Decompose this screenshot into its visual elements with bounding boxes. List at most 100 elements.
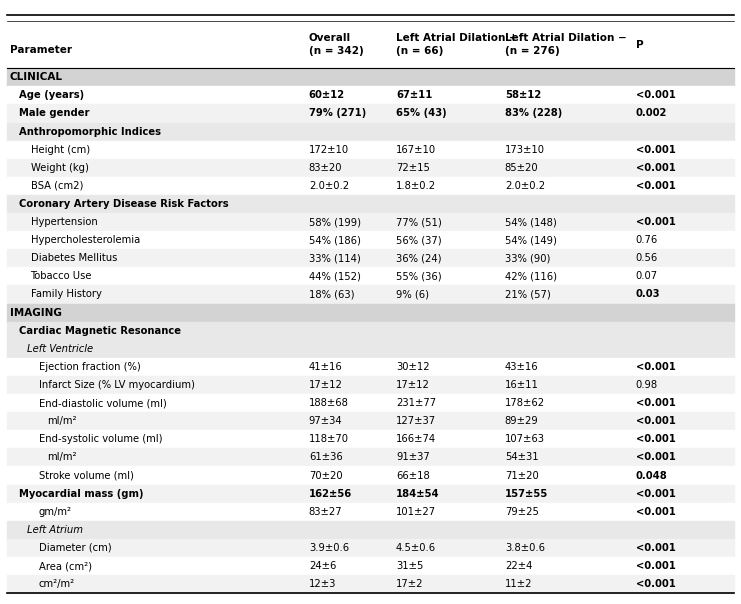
Text: 72±15: 72±15 xyxy=(396,162,430,173)
Text: IMAGING: IMAGING xyxy=(10,307,62,318)
Text: 97±34: 97±34 xyxy=(309,416,342,426)
Text: <0.001: <0.001 xyxy=(636,507,676,517)
Text: 43±16: 43±16 xyxy=(505,362,539,372)
Text: 127±37: 127±37 xyxy=(396,416,436,426)
Text: Tobacco Use: Tobacco Use xyxy=(30,271,92,281)
Text: <0.001: <0.001 xyxy=(636,91,676,100)
Text: CLINICAL: CLINICAL xyxy=(10,72,62,82)
Text: 70±20: 70±20 xyxy=(309,471,342,481)
Text: <0.001: <0.001 xyxy=(636,561,676,571)
Text: <0.001: <0.001 xyxy=(636,434,676,445)
Text: 0.76: 0.76 xyxy=(636,235,658,245)
Bar xyxy=(7,448,734,466)
Text: 1.8±0.2: 1.8±0.2 xyxy=(396,181,436,191)
Text: Area (cm²): Area (cm²) xyxy=(39,561,92,571)
Text: 33% (90): 33% (90) xyxy=(505,253,551,263)
Text: 178±62: 178±62 xyxy=(505,398,545,408)
Bar xyxy=(7,539,734,557)
Text: 30±12: 30±12 xyxy=(396,362,430,372)
Text: 11±2: 11±2 xyxy=(505,579,532,589)
Text: Height (cm): Height (cm) xyxy=(30,145,90,155)
Text: 107±63: 107±63 xyxy=(505,434,545,445)
Text: Left Ventricle: Left Ventricle xyxy=(27,344,93,354)
Bar xyxy=(7,177,734,195)
Text: 2.0±0.2: 2.0±0.2 xyxy=(309,181,349,191)
Text: <0.001: <0.001 xyxy=(636,162,676,173)
Text: <0.001: <0.001 xyxy=(636,145,676,155)
Bar xyxy=(7,575,734,593)
Text: Weight (kg): Weight (kg) xyxy=(30,162,88,173)
Text: 56% (37): 56% (37) xyxy=(396,235,442,245)
Text: 85±20: 85±20 xyxy=(505,162,539,173)
Text: 54% (148): 54% (148) xyxy=(505,217,556,227)
Bar xyxy=(7,430,734,448)
Text: <0.001: <0.001 xyxy=(636,398,676,408)
Text: 91±37: 91±37 xyxy=(396,452,430,463)
Text: 17±12: 17±12 xyxy=(309,380,342,390)
Bar xyxy=(7,159,734,177)
Bar xyxy=(7,231,734,249)
Text: 9% (6): 9% (6) xyxy=(396,289,429,300)
Text: Family History: Family History xyxy=(30,289,102,300)
Text: 188±68: 188±68 xyxy=(309,398,349,408)
Bar xyxy=(7,503,734,521)
Text: gm/m²: gm/m² xyxy=(39,507,72,517)
Text: 101±27: 101±27 xyxy=(396,507,436,517)
Text: 18% (63): 18% (63) xyxy=(309,289,354,300)
Text: 33% (114): 33% (114) xyxy=(309,253,361,263)
Text: Ejection fraction (%): Ejection fraction (%) xyxy=(39,362,140,372)
Text: Male gender: Male gender xyxy=(19,109,90,118)
Text: BSA (cm2): BSA (cm2) xyxy=(30,181,83,191)
Text: 3.8±0.6: 3.8±0.6 xyxy=(505,543,545,553)
Text: 61±36: 61±36 xyxy=(309,452,342,463)
Text: 0.98: 0.98 xyxy=(636,380,658,390)
Bar xyxy=(7,68,734,86)
Text: <0.001: <0.001 xyxy=(636,362,676,372)
Text: 3.9±0.6: 3.9±0.6 xyxy=(309,543,349,553)
Text: <0.001: <0.001 xyxy=(636,416,676,426)
Bar xyxy=(7,286,734,304)
Text: 231±77: 231±77 xyxy=(396,398,436,408)
Bar xyxy=(7,195,734,213)
Text: Left Atrium: Left Atrium xyxy=(27,525,83,535)
Text: 157±55: 157±55 xyxy=(505,489,548,499)
Bar xyxy=(7,484,734,503)
Text: 166±74: 166±74 xyxy=(396,434,436,445)
Text: 0.56: 0.56 xyxy=(636,253,658,263)
Text: 55% (36): 55% (36) xyxy=(396,271,442,281)
Text: Overall
(n = 342): Overall (n = 342) xyxy=(309,33,364,56)
Bar xyxy=(7,123,734,141)
Bar xyxy=(7,104,734,123)
Text: Diameter (cm): Diameter (cm) xyxy=(39,543,111,553)
Text: Coronary Artery Disease Risk Factors: Coronary Artery Disease Risk Factors xyxy=(19,199,228,209)
Text: 31±5: 31±5 xyxy=(396,561,423,571)
Text: 83% (228): 83% (228) xyxy=(505,109,562,118)
Text: 17±12: 17±12 xyxy=(396,380,430,390)
Text: 41±16: 41±16 xyxy=(309,362,342,372)
Text: 173±10: 173±10 xyxy=(505,145,545,155)
Bar xyxy=(7,21,734,68)
Text: 44% (152): 44% (152) xyxy=(309,271,361,281)
Text: 58% (199): 58% (199) xyxy=(309,217,361,227)
Text: Parameter: Parameter xyxy=(10,45,72,56)
Text: cm²/m²: cm²/m² xyxy=(39,579,75,589)
Text: Age (years): Age (years) xyxy=(19,91,84,100)
Text: 2.0±0.2: 2.0±0.2 xyxy=(505,181,545,191)
Text: <0.001: <0.001 xyxy=(636,452,676,463)
Text: 71±20: 71±20 xyxy=(505,471,539,481)
Text: 42% (116): 42% (116) xyxy=(505,271,556,281)
Bar xyxy=(7,412,734,430)
Text: <0.001: <0.001 xyxy=(636,217,676,227)
Text: Left Atrial Dilation −
(n = 276): Left Atrial Dilation − (n = 276) xyxy=(505,33,627,56)
Text: Anthropomorphic Indices: Anthropomorphic Indices xyxy=(19,127,161,137)
Bar xyxy=(7,213,734,231)
Text: Left Atrial Dilation +
(n = 66): Left Atrial Dilation + (n = 66) xyxy=(396,33,518,56)
Text: 184±54: 184±54 xyxy=(396,489,439,499)
Text: End-systolic volume (ml): End-systolic volume (ml) xyxy=(39,434,162,445)
Text: <0.001: <0.001 xyxy=(636,489,676,499)
Text: Myocardial mass (gm): Myocardial mass (gm) xyxy=(19,489,144,499)
Text: 89±29: 89±29 xyxy=(505,416,539,426)
Bar xyxy=(7,466,734,484)
Text: 0.07: 0.07 xyxy=(636,271,658,281)
Text: 67±11: 67±11 xyxy=(396,91,432,100)
